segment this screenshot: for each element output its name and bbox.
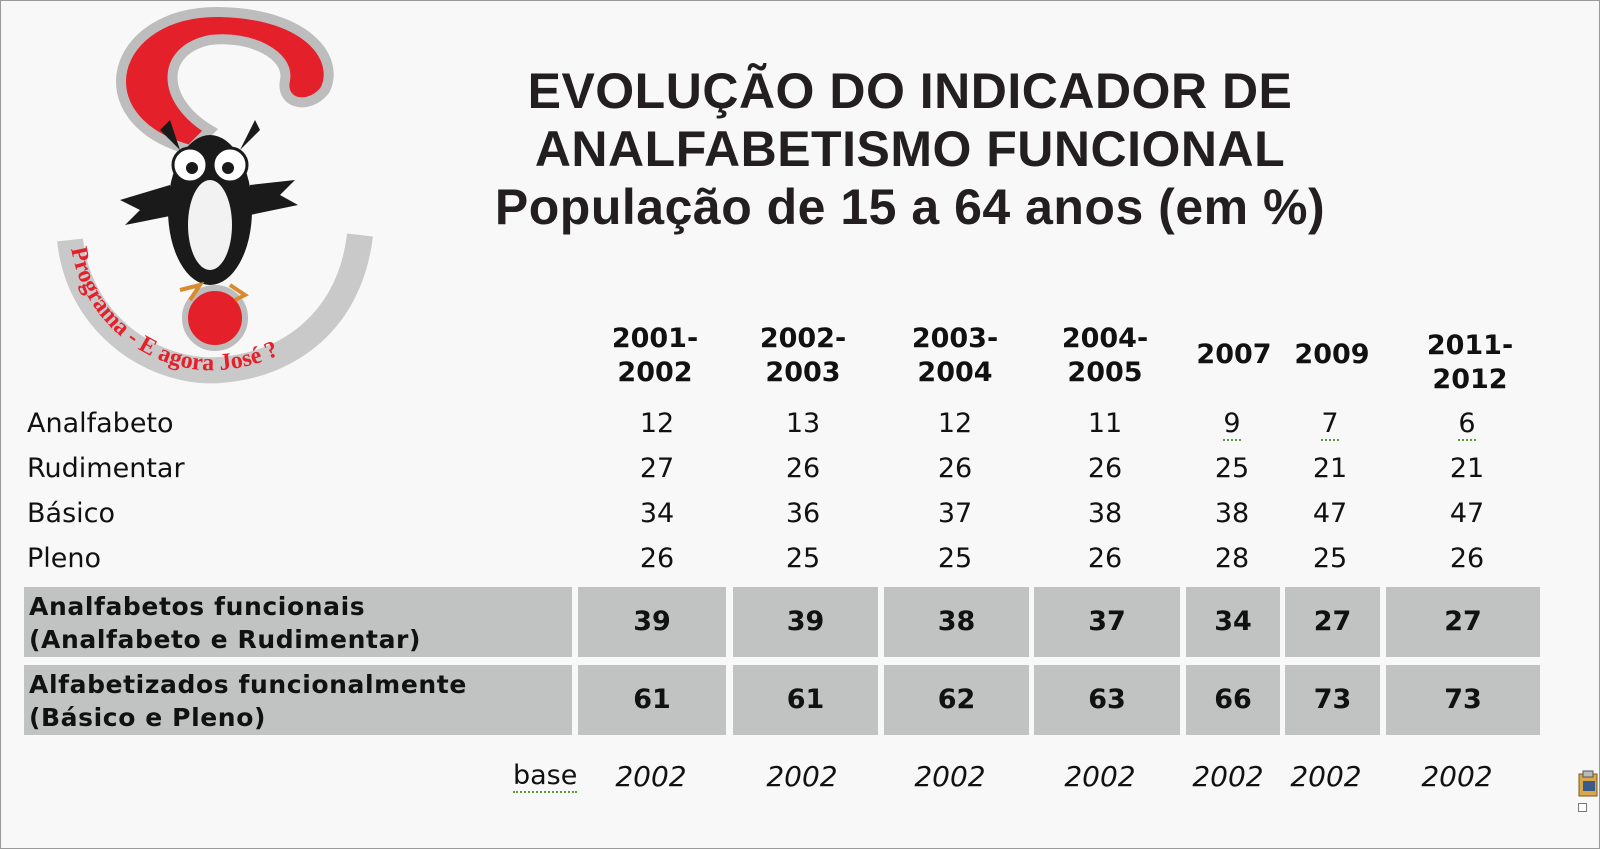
year-header: 2004- 2005: [1061, 323, 1149, 388]
summary-value: 73: [1313, 684, 1352, 715]
summary-value: 73: [1444, 684, 1482, 715]
table-cell: 9: [1223, 408, 1241, 441]
summary-value: 39: [786, 606, 825, 637]
table-cell: 26: [1087, 543, 1123, 574]
row-label: Analfabeto: [27, 408, 174, 439]
row-label: Básico: [27, 498, 116, 529]
base-year: 2002: [1064, 760, 1136, 793]
table-cell: 21: [1449, 453, 1485, 484]
table-cell: 25: [1312, 543, 1348, 574]
table-cell: 21: [1312, 453, 1348, 484]
table-cell: 26: [1449, 543, 1485, 574]
summary-label-cell: [24, 665, 572, 735]
table-cell: 34: [639, 498, 675, 529]
slide-title: EVOLUÇÃO DO INDICADOR DE ANALFABETISMO F…: [430, 62, 1390, 236]
summary-value: 34: [1214, 606, 1252, 637]
table-cell: 25: [937, 543, 973, 574]
base-year: 2002: [615, 760, 687, 793]
summary-value: 63: [1088, 684, 1126, 715]
summary-cell: [578, 665, 726, 735]
table-cell: 11: [1087, 408, 1123, 439]
table-cell: 47: [1312, 498, 1348, 529]
table-cell: 28: [1214, 543, 1250, 574]
table-cell: 6: [1458, 408, 1476, 441]
table-cell: 12: [937, 408, 973, 439]
summary-label-illiterate: Analfabetos funcionais (Analfabeto e Rudi…: [29, 592, 421, 654]
summary-value: 66: [1214, 684, 1252, 715]
base-label: base: [513, 760, 578, 793]
summary-cell: [733, 587, 878, 657]
summary-cell: [1034, 587, 1180, 657]
logo-owl-question-mark: Programa - E agora José ?: [57, 6, 373, 384]
summary-cell: [884, 587, 1029, 657]
base-year: 2002: [1192, 760, 1264, 793]
table-cell: 26: [785, 453, 821, 484]
summary-value: 27: [1444, 606, 1482, 637]
summary-cell: [578, 587, 726, 657]
summary-cell: [1386, 587, 1540, 657]
year-header: 2007: [1196, 339, 1272, 370]
table-cell: 26: [639, 543, 675, 574]
summary-cell: [1285, 665, 1380, 735]
year-header: 2009: [1294, 339, 1370, 370]
year-header: 2011- 2012: [1426, 330, 1514, 395]
year-header: 2003- 2004: [911, 323, 999, 388]
base-year: 2002: [1421, 760, 1493, 793]
table-cell: 12: [639, 408, 675, 439]
summary-label-literate: Alfabetizados funcionalmente (Básico e Pl…: [29, 670, 467, 732]
title-line-2: ANALFABETISMO FUNCIONAL: [534, 121, 1286, 177]
summary-value: 27: [1313, 606, 1352, 637]
table-cell: 27: [639, 453, 675, 484]
table-cell: 7: [1321, 408, 1339, 441]
base-year: 2002: [1290, 760, 1362, 793]
year-header: 2001- 2002: [611, 323, 699, 388]
title-line-3: População de 15 a 64 anos (em %): [494, 179, 1326, 235]
table-cell: 37: [937, 498, 973, 529]
summary-value: 38: [937, 606, 976, 637]
summary-cell: [1034, 665, 1180, 735]
logo-text: Programa - E agora José ?: [65, 244, 282, 376]
resize-handle[interactable]: [1578, 803, 1587, 812]
summary-cell: [1186, 587, 1280, 657]
summary-value: 39: [633, 606, 671, 637]
year-header: 2002- 2003: [759, 323, 847, 388]
table-cell: 13: [785, 408, 821, 439]
table-cell: 36: [785, 498, 821, 529]
row-label: Pleno: [27, 543, 102, 574]
table-cell: 38: [1087, 498, 1123, 529]
summary-label-cell: [24, 587, 572, 657]
table-cell: 38: [1214, 498, 1250, 529]
table-cell: 25: [1214, 453, 1250, 484]
summary-cell: [733, 665, 878, 735]
table-cell: 26: [1087, 453, 1123, 484]
summary-cell: [1186, 665, 1280, 735]
summary-value: 61: [786, 684, 825, 715]
summary-cell: [1386, 665, 1540, 735]
base-year: 2002: [766, 760, 838, 793]
clipboard-icon[interactable]: [1578, 770, 1598, 798]
summary-cell: [884, 665, 1029, 735]
title-line-1: EVOLUÇÃO DO INDICADOR DE: [527, 63, 1293, 119]
summary-value: 37: [1088, 606, 1126, 637]
table-cell: 47: [1449, 498, 1485, 529]
summary-value: 62: [937, 684, 976, 715]
summary-cell: [1285, 587, 1380, 657]
table-cell: 25: [785, 543, 821, 574]
base-year: 2002: [914, 760, 986, 793]
summary-value: 61: [633, 684, 671, 715]
row-label: Rudimentar: [27, 453, 185, 484]
table-cell: 26: [937, 453, 973, 484]
